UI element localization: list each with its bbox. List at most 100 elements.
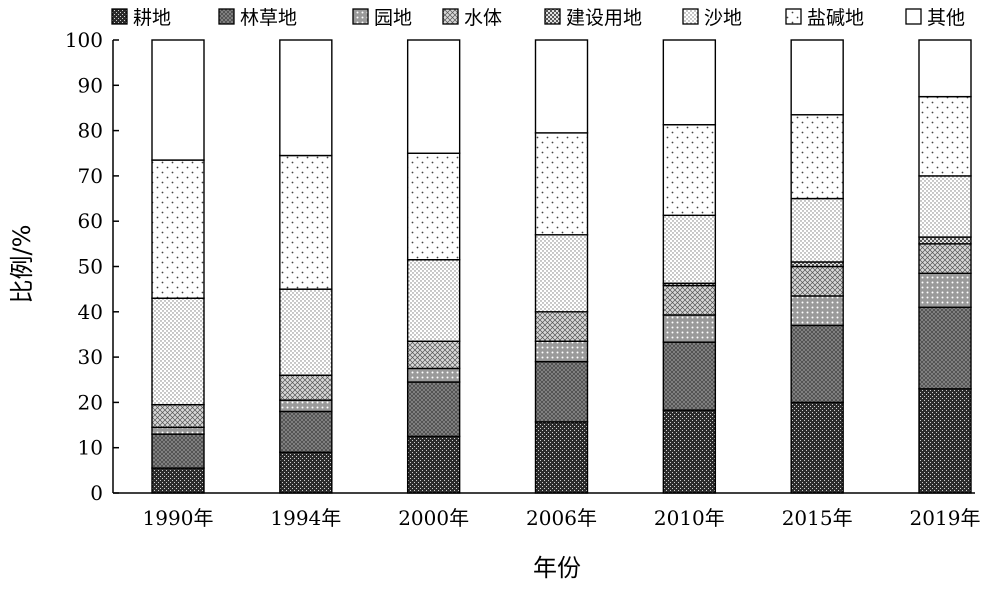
- y-tick-label: 50: [78, 255, 103, 279]
- legend-swatch: [544, 8, 561, 25]
- legend-label: 沙地: [704, 7, 742, 29]
- bar-segment: [151, 433, 205, 469]
- bar-stack: [662, 39, 717, 494]
- bar-stack: [918, 39, 972, 494]
- legend-label: 其他: [927, 7, 965, 29]
- legend-label: 园地: [374, 7, 412, 29]
- y-tick-label: 40: [78, 300, 103, 324]
- x-axis-title: 年份: [533, 554, 581, 582]
- legend-label: 建设用地: [566, 7, 642, 29]
- x-tick-label: 2010年: [654, 506, 725, 530]
- bar-segment: [279, 410, 333, 453]
- bar-segment: [279, 399, 333, 413]
- x-tick-label: 1994年: [270, 506, 341, 530]
- bar-segment: [279, 451, 333, 494]
- bar-segment: [534, 311, 589, 342]
- bar-stack: [534, 39, 589, 494]
- bar-segment: [790, 324, 844, 404]
- bar-segment: [151, 39, 205, 161]
- bar-segment: [406, 381, 461, 438]
- bar-segment: [534, 132, 589, 236]
- bar-segment: [662, 39, 717, 126]
- legend-label: 耕地: [133, 7, 171, 29]
- legend-label: 水体: [464, 7, 502, 29]
- bar-segment: [662, 409, 717, 494]
- y-tick-label: 0: [90, 481, 103, 505]
- legend-swatch: [442, 8, 459, 25]
- bar-segment: [151, 159, 205, 299]
- y-tick-label: 90: [78, 73, 103, 97]
- legend-item: 其他: [905, 7, 965, 29]
- bar-segment: [918, 236, 972, 245]
- bar-segment: [406, 152, 461, 261]
- bar-segment: [534, 234, 589, 313]
- bar-segment: [790, 197, 844, 263]
- bar-segment: [918, 272, 972, 308]
- bar-segment: [151, 426, 205, 435]
- bar-stack: [790, 39, 844, 494]
- bar-segment: [662, 214, 717, 284]
- x-tick-label: 2019年: [910, 506, 981, 530]
- bar-segment: [406, 259, 461, 342]
- bar-segment: [790, 265, 844, 297]
- x-tick-label: 2015年: [782, 506, 853, 530]
- legend-item: 园地: [352, 7, 412, 29]
- legend-item: 水体: [442, 7, 502, 29]
- bar-segment: [918, 95, 972, 177]
- bar-segment: [790, 401, 844, 494]
- legend-item: 建设用地: [544, 7, 642, 29]
- y-tick-label: 20: [78, 390, 103, 414]
- bar-segment: [151, 297, 205, 406]
- bar-segment: [662, 124, 717, 217]
- bar-segment: [662, 284, 717, 316]
- y-tick-label: 100: [65, 28, 103, 52]
- legend-item: 盐碱地: [785, 7, 864, 29]
- bar-segment: [406, 367, 461, 383]
- y-tick-label: 30: [78, 345, 103, 369]
- bar-segment: [279, 39, 333, 157]
- legend-swatch: [905, 8, 922, 25]
- legend-label: 林草地: [240, 7, 297, 29]
- bar-segment: [790, 114, 844, 200]
- bar-segment: [918, 243, 972, 274]
- bar-segment: [918, 39, 972, 98]
- y-tick-label: 70: [78, 164, 103, 188]
- x-tick-label: 1990年: [143, 506, 214, 530]
- legend-swatch: [111, 8, 128, 25]
- bar-segment: [279, 374, 333, 401]
- bar-segment: [662, 314, 717, 343]
- bar-stack: [406, 39, 461, 494]
- bar-segment: [790, 295, 844, 327]
- x-tick-label: 2006年: [526, 506, 597, 530]
- bar-stack: [151, 39, 205, 494]
- legend-swatch: [218, 8, 235, 25]
- y-axis-title: 比例/%: [8, 225, 36, 304]
- bar-segment: [534, 340, 589, 363]
- bar-segment: [151, 467, 205, 494]
- y-tick-label: 80: [78, 119, 103, 143]
- bar-segment: [790, 39, 844, 116]
- y-ticks: 0 10 20 30 40 50 60 70 80 90 100: [65, 28, 119, 505]
- legend-label: 盐碱地: [807, 7, 864, 29]
- bar-segment: [279, 288, 333, 376]
- legend-swatch: [785, 8, 802, 25]
- legend: 耕地 林草地 园地 水体 建设用地 沙地 盐碱地 其他: [111, 7, 965, 29]
- bar-segment: [406, 39, 461, 154]
- bar-segment: [662, 341, 717, 411]
- bar-segment: [918, 175, 972, 238]
- x-tick-label: 2000年: [398, 506, 469, 530]
- legend-swatch: [352, 8, 369, 25]
- y-tick-label: 60: [78, 209, 103, 233]
- bar-segment: [534, 39, 589, 134]
- bar-segment: [406, 435, 461, 494]
- bar-segment: [279, 154, 333, 290]
- x-ticks: 1990年 1994年 2000年 2006年 2010年 2015年 2019年: [143, 506, 981, 530]
- bar-segment: [918, 306, 972, 390]
- legend-item: 耕地: [111, 7, 171, 29]
- bar-segment: [534, 421, 589, 494]
- bars-group: [151, 39, 972, 494]
- legend-item: 沙地: [682, 7, 742, 29]
- bar-segment: [534, 360, 589, 423]
